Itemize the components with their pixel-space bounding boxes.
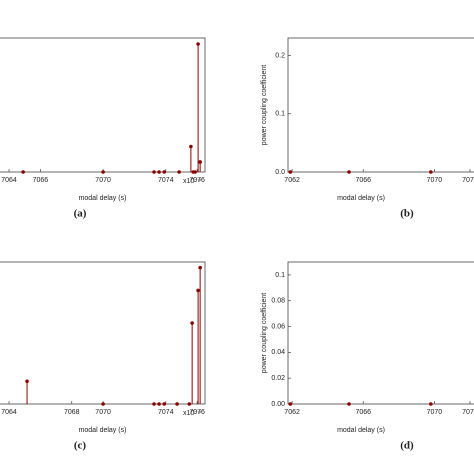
x-tick-label: 7062 [284,177,300,184]
stem-marker [157,170,161,174]
panel-caption: (c) [74,440,87,452]
stem-marker [193,170,197,174]
x-axis-label: modal delay (s) [337,427,385,434]
x-tick-label: 7076 [189,177,205,184]
stem-marker [152,402,156,406]
x-tick-label: 7070 [427,177,443,184]
x-tick-label: 7070 [427,409,443,416]
y-tick-label: 0.08 [271,298,285,305]
x-exponent: x10⁻⁹ [183,410,201,417]
stem-marker [189,144,193,149]
stem-marker [190,321,194,325]
x-tick-label: 7076 [189,409,205,416]
y-tick-label: 0.1 [275,111,285,118]
stem-marker [347,170,351,174]
stem-marker [25,379,29,384]
x-tick-label: 7064 [1,177,17,184]
x-axis-label: modal delay (s) [79,427,127,434]
stem-marker [198,160,202,164]
x-tick-label: 7066 [33,177,49,184]
x-tick-label: 7074 [158,409,174,416]
y-tick-label: 0.0 [275,169,285,176]
stem-marker [429,170,433,174]
panel-caption: (b) [400,208,414,220]
stem-marker [196,288,200,293]
x-tick-label: 7072 [462,177,474,184]
y-tick-label: 0.04 [271,349,285,356]
panel-caption: (a) [74,208,87,220]
y-tick-label: 0.02 [271,375,285,382]
plot-frame [0,37,206,173]
stem-marker [175,402,179,406]
plot-frame [0,261,206,405]
stem-marker [196,42,200,46]
stem-marker [152,170,156,174]
y-tick-label: 0.2 [275,52,285,59]
x-tick-label: 7072 [462,409,474,416]
plot-frame [287,37,474,173]
stem-marker [198,265,202,270]
x-exponent: x10⁻⁹ [183,178,201,185]
stem-marker [162,402,167,406]
stem-marker [101,170,105,174]
stem-marker [162,170,167,174]
y-axis-label: power coupling coefficient [261,65,268,145]
stem-marker [429,402,433,406]
x-tick-label: 7074 [158,177,174,184]
stem-marker [21,170,25,174]
stem-marker [288,170,293,174]
y-tick-label: 0.00 [271,401,285,408]
stem-marker [157,402,161,406]
x-axis-label: modal delay (s) [79,195,127,202]
x-tick-label: 7070 [95,177,111,184]
stem-marker [187,402,192,406]
x-tick-label: 7070 [95,409,111,416]
x-tick-label: 7066 [355,177,371,184]
x-tick-label: 7068 [64,409,80,416]
stem-marker [347,402,351,406]
x-tick-label: 7062 [284,409,300,416]
stem-marker [101,402,105,406]
y-axis-label: power coupling coefficient [261,293,268,373]
plot-frame [287,261,474,405]
stem-marker [288,402,293,406]
stem-marker [177,170,181,174]
y-tick-label: 0.1 [275,272,285,279]
y-tick-label: 0.06 [271,323,285,330]
x-tick-label: 7066 [355,409,371,416]
x-tick-label: 7064 [1,409,17,416]
x-axis-label: modal delay (s) [337,195,385,202]
panel-caption: (d) [400,440,414,452]
